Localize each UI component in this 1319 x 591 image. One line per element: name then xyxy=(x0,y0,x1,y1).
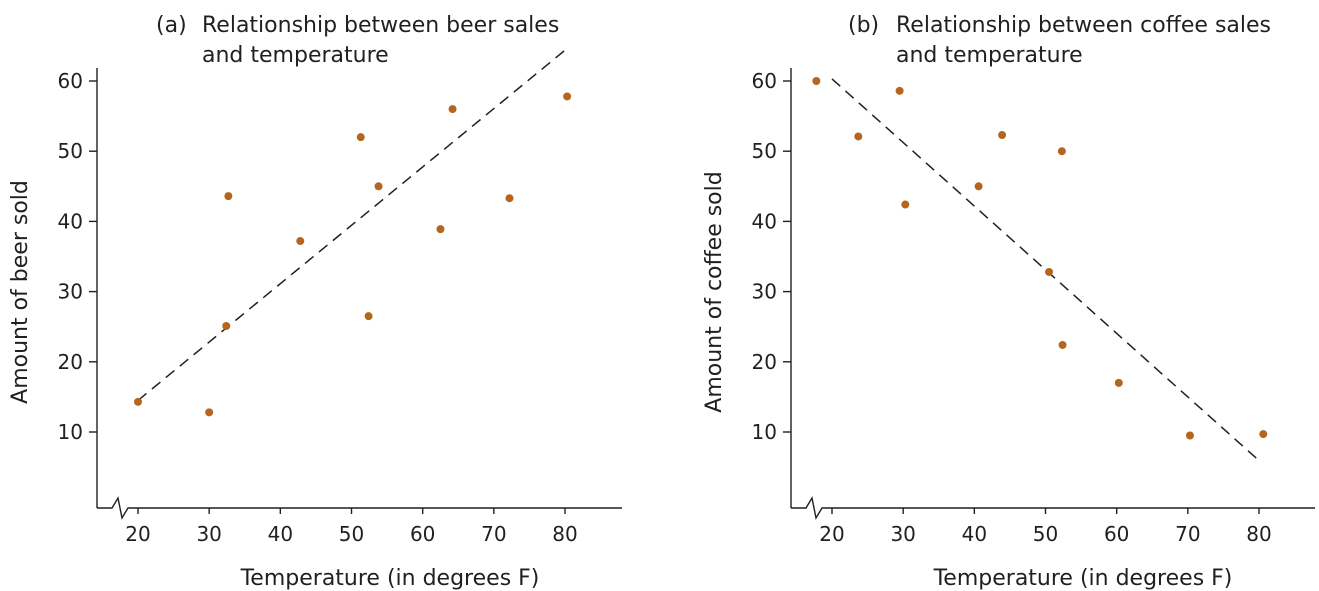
x-tick-label: 20 xyxy=(125,522,150,546)
y-tick-label: 10 xyxy=(58,420,83,444)
data-point xyxy=(998,131,1007,140)
chart-title-line-2: and temperature xyxy=(896,43,1083,68)
data-points xyxy=(134,92,572,417)
x-axis-label: Temperature (in degrees F) xyxy=(240,566,540,591)
data-point xyxy=(205,408,214,417)
trend-lines xyxy=(831,78,1258,460)
x-tick-label: 70 xyxy=(1175,522,1200,546)
data-point xyxy=(895,86,904,95)
data-point xyxy=(448,105,457,114)
x-tick-label: 40 xyxy=(962,522,987,546)
x-tick-label: 30 xyxy=(890,522,915,546)
y-tick-label: 30 xyxy=(752,280,777,304)
x-tick-label: 40 xyxy=(268,522,293,546)
x-axis-label: Temperature (in degrees F) xyxy=(933,566,1233,591)
y-tick-label: 20 xyxy=(752,350,777,374)
data-point xyxy=(1057,147,1066,156)
data-point xyxy=(505,194,514,203)
y-tick-label: 60 xyxy=(752,69,777,93)
tick-labels: 10 20 30 40 50 60 20 30 40 50 60 70 80 xyxy=(58,69,578,546)
y-tick-label: 60 xyxy=(58,69,83,93)
data-point xyxy=(374,182,383,191)
axes xyxy=(790,68,1315,520)
y-tick-label: 30 xyxy=(58,280,83,304)
data-point xyxy=(1058,340,1067,349)
x-tick-label: 60 xyxy=(410,522,435,546)
x-tick-label: 80 xyxy=(1246,522,1271,546)
x-tick-label: 80 xyxy=(552,522,577,546)
y-axis-label: Amount of beer sold xyxy=(8,180,33,404)
tick-labels: 10 20 30 40 50 60 20 30 40 50 60 70 80 xyxy=(752,69,1272,546)
y-tick-label: 40 xyxy=(752,209,777,233)
x-tick-label: 50 xyxy=(339,522,364,546)
x-axis-line xyxy=(791,496,1315,520)
y-tick-label: 20 xyxy=(58,350,83,374)
y-tick-label: 50 xyxy=(752,139,777,163)
y-axis-label: Amount of coffee sold xyxy=(702,171,727,412)
x-axis-line xyxy=(97,496,622,520)
chart-panel-beer: (a) Relationship between beer sales and … xyxy=(8,13,622,591)
data-point xyxy=(563,92,572,101)
data-point xyxy=(134,397,142,406)
data-point xyxy=(436,225,445,234)
x-tick-label: 60 xyxy=(1104,522,1129,546)
data-points xyxy=(812,77,1268,440)
x-tick-label: 30 xyxy=(196,522,221,546)
trend-lines xyxy=(137,46,570,401)
x-tick-label: 70 xyxy=(481,522,506,546)
data-point xyxy=(1185,431,1194,440)
trend-line xyxy=(137,46,570,401)
data-point xyxy=(356,133,365,142)
x-tick-label: 50 xyxy=(1033,522,1058,546)
x-tick-label: 20 xyxy=(819,522,844,546)
data-point xyxy=(1259,430,1268,439)
axes xyxy=(96,68,622,520)
data-point xyxy=(974,182,983,191)
trend-line xyxy=(831,78,1258,460)
data-point xyxy=(224,192,233,201)
y-tick-label: 40 xyxy=(58,209,83,233)
chart-title-line-1: Relationship between coffee sales xyxy=(896,13,1271,38)
panel-label: (a) xyxy=(156,13,187,38)
y-tick-label: 10 xyxy=(752,420,777,444)
y-tick-label: 50 xyxy=(58,139,83,163)
data-point xyxy=(812,77,821,85)
data-point xyxy=(854,132,863,141)
chart-panel-coffee: (b) Relationship between coffee sales an… xyxy=(702,13,1315,591)
chart-title-line-2: and temperature xyxy=(202,43,389,68)
data-point xyxy=(364,312,373,321)
data-point xyxy=(1114,378,1123,387)
data-point xyxy=(296,237,305,246)
data-point xyxy=(1045,267,1054,276)
data-point xyxy=(222,321,231,330)
chart-title-line-1: Relationship between beer sales xyxy=(202,13,559,38)
panel-label: (b) xyxy=(848,13,879,38)
data-point xyxy=(901,200,910,209)
